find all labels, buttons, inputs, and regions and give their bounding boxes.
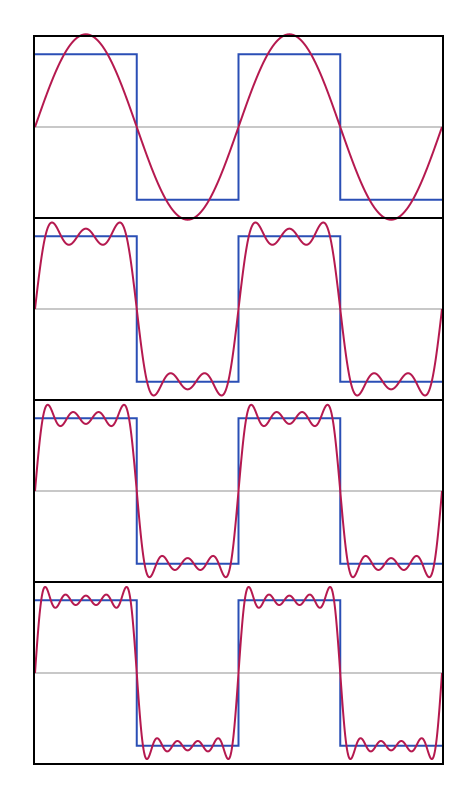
fourier-approximation-line-4 (34, 585, 443, 761)
fourier-approximation-line-3 (34, 403, 443, 579)
panel-frame-4 (33, 581, 444, 765)
fourier-approximation-line-2 (34, 221, 443, 397)
fourier-approximation-line-1 (34, 33, 443, 221)
